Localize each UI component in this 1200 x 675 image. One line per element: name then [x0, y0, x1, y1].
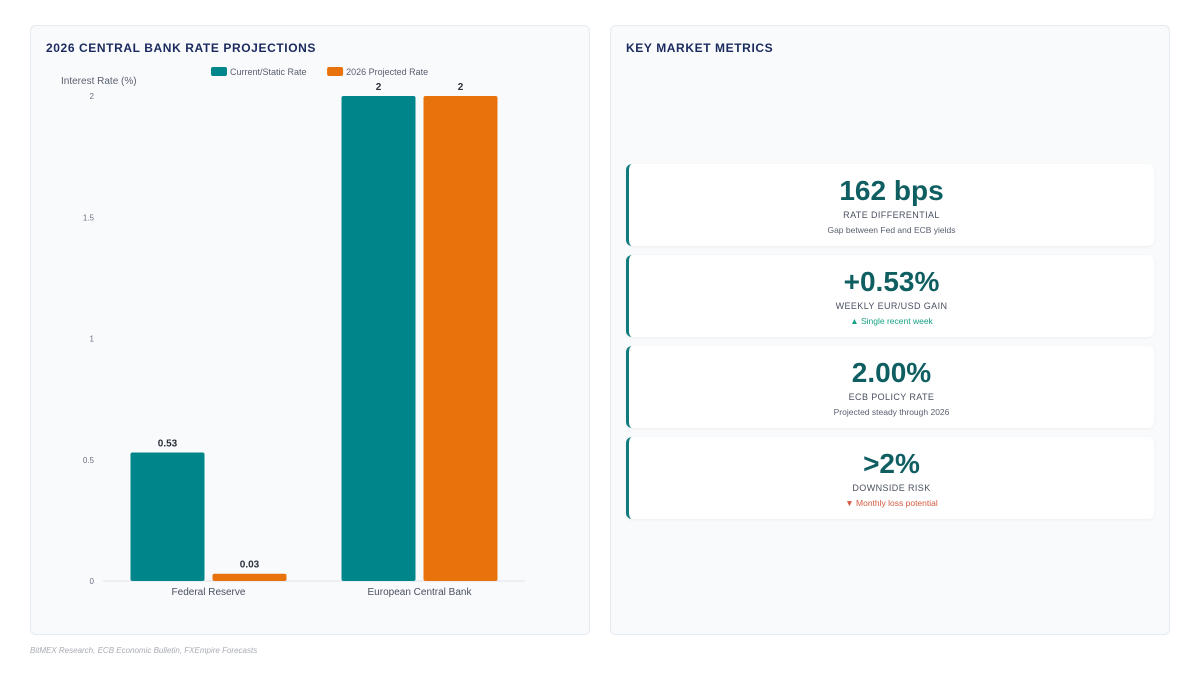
metric-label: WEEKLY EUR/USD GAIN	[835, 301, 948, 311]
source-note: BitMEX Research, ECB Economic Bulletin, …	[30, 646, 258, 655]
metric-value: 162 bps	[839, 175, 944, 206]
y-tick-label: 0.5	[83, 456, 95, 465]
metric-card-rate-differential: 162 bps RATE DIFFERENTIAL Gap between Fe…	[626, 164, 1154, 246]
metric-label: RATE DIFFERENTIAL	[843, 210, 940, 220]
legend-swatch-2	[327, 67, 344, 76]
metric-note: Gap between Fed and ECB yields	[827, 225, 956, 235]
bar-chart: Interest Rate (%) 0 0.5 1 1.5 2 Current/Static…	[61, 67, 525, 598]
bar-value-label: 2	[376, 82, 382, 93]
bar-value-label: 0.03	[240, 560, 260, 571]
metric-card-downside-risk: >2% DOWNSIDE RISK ▼ Monthly loss potenti…	[626, 437, 1154, 519]
y-tick-label: 1.5	[83, 213, 95, 222]
y-tick-label: 1	[90, 335, 95, 344]
metric-note-up: ▲ Single recent week	[850, 316, 933, 326]
bar	[130, 452, 205, 581]
metrics-panel: KEY MARKET METRICS 162 bps RATE DIFFEREN…	[610, 25, 1170, 635]
metric-note-down: ▼ Monthly loss potential	[845, 498, 938, 508]
metric-value: +0.53%	[843, 266, 940, 297]
bar	[341, 96, 416, 581]
metric-label: ECB POLICY RATE	[848, 392, 935, 402]
legend-label-2: 2026 Projected Rate	[346, 67, 428, 77]
bar	[212, 573, 287, 581]
metric-card-ecb-policy-rate: 2.00% ECB POLICY RATE Projected steady t…	[626, 346, 1154, 428]
x-tick-label: Federal Reserve	[172, 587, 246, 598]
bar	[423, 96, 498, 581]
bar-value-label: 0.53	[158, 438, 178, 449]
metric-card-weekly-gain: +0.53% WEEKLY EUR/USD GAIN ▲ Single rece…	[626, 255, 1154, 337]
y-tick-label: 2	[90, 92, 95, 101]
y-tick-label: 0	[90, 577, 95, 586]
metric-value: 2.00%	[851, 357, 932, 388]
metric-label: DOWNSIDE RISK	[852, 483, 931, 493]
metric-value: >2%	[863, 448, 920, 479]
y-axis-title: Interest Rate (%)	[61, 76, 137, 87]
metric-note: Projected steady through 2026	[833, 407, 950, 417]
chart-panel: 2026 CENTRAL BANK RATE PROJECTIONS Inter…	[30, 25, 590, 635]
legend-swatch-1	[211, 67, 227, 76]
chart-title: 2026 CENTRAL BANK RATE PROJECTIONS	[46, 41, 316, 55]
bar-value-label: 2	[458, 82, 464, 93]
metrics-title: KEY MARKET METRICS	[626, 41, 774, 55]
x-tick-label: European Central Bank	[368, 587, 473, 598]
legend-label-1: Current/Static Rate	[230, 67, 307, 77]
